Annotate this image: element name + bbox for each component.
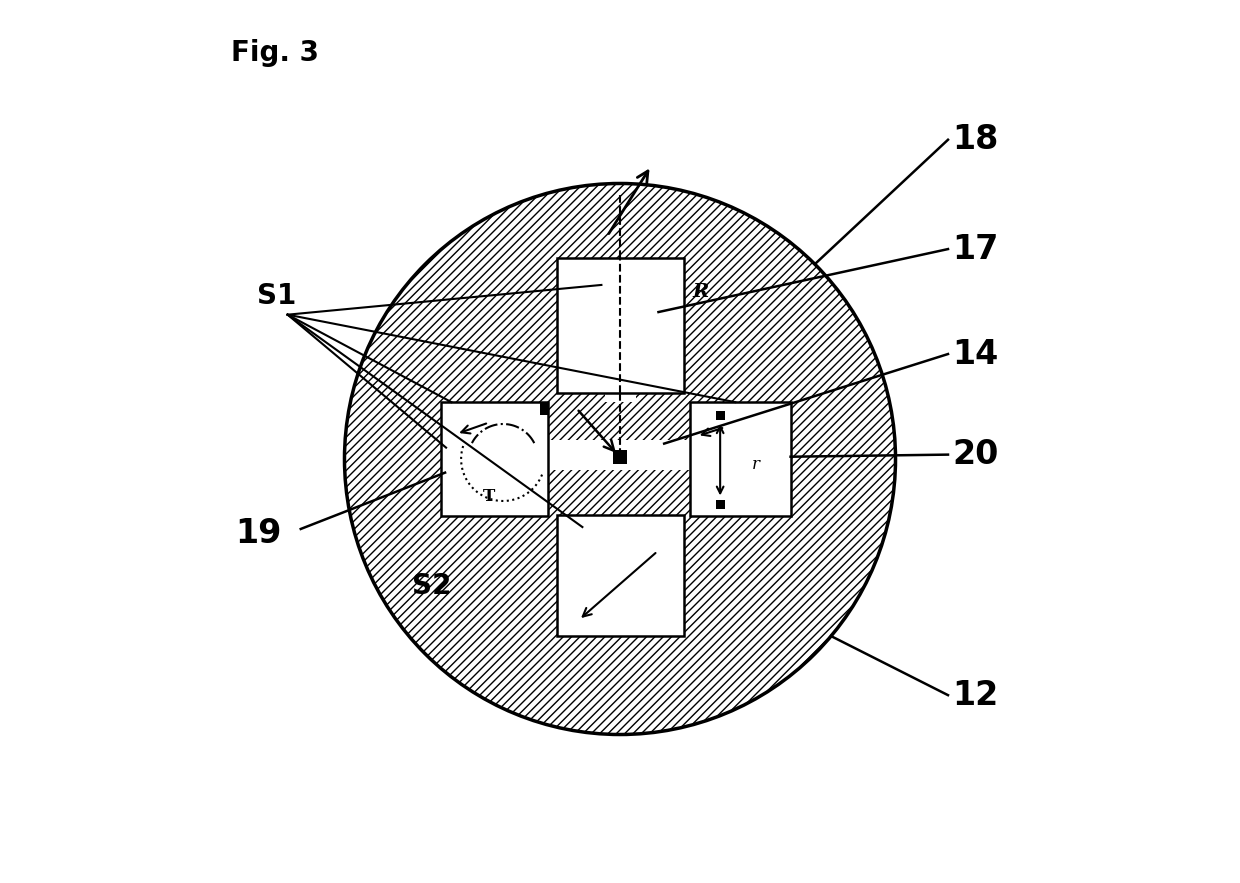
Bar: [539, 402, 548, 415]
Text: 20: 20: [952, 438, 998, 472]
Bar: [715, 411, 724, 419]
Text: S1: S1: [257, 283, 296, 310]
Text: 17: 17: [952, 232, 998, 266]
Bar: [557, 258, 683, 394]
Text: T: T: [484, 488, 495, 505]
Text: 12: 12: [952, 679, 998, 712]
Bar: [548, 440, 689, 471]
Text: 14: 14: [952, 337, 998, 371]
Bar: [715, 500, 724, 509]
Bar: [557, 515, 683, 636]
Circle shape: [345, 184, 895, 735]
Text: Fig. 3: Fig. 3: [231, 39, 319, 67]
Text: R: R: [693, 283, 709, 301]
Bar: [614, 449, 627, 464]
Text: r: r: [751, 457, 759, 473]
Text: 18: 18: [952, 124, 998, 156]
Text: 19: 19: [236, 517, 281, 550]
Bar: [605, 394, 636, 402]
Bar: [689, 402, 791, 516]
Text: S2: S2: [412, 572, 451, 600]
Bar: [440, 402, 548, 516]
